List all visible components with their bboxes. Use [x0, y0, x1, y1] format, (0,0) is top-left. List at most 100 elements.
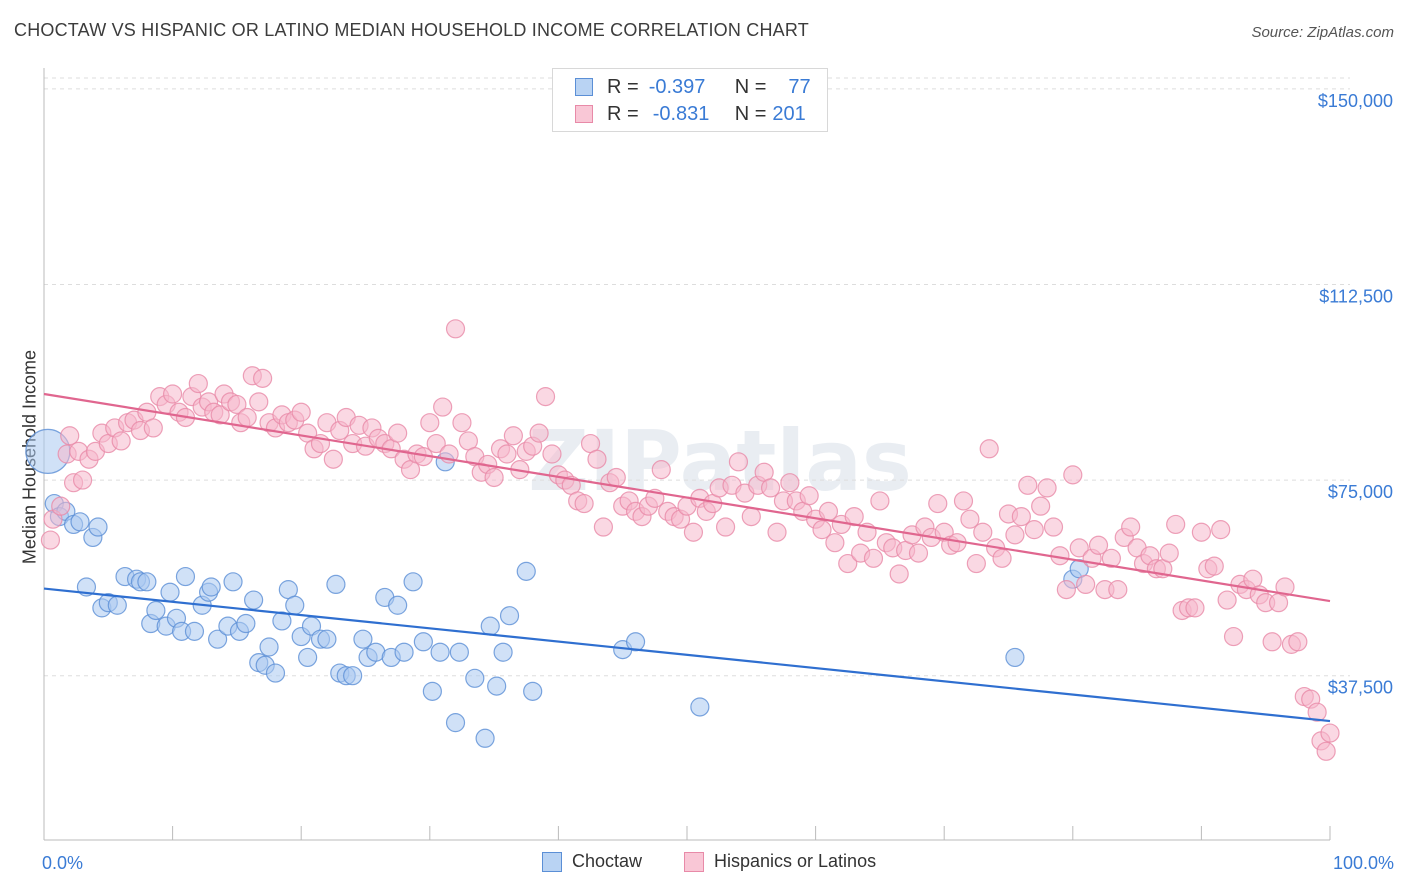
choctaw-point [480, 616, 500, 636]
hispanic-point [760, 478, 781, 498]
hispanic-point [1159, 543, 1179, 563]
hispanic-trend-line [43, 392, 1331, 603]
choctaw-point [1005, 647, 1025, 668]
hispanic-point [812, 520, 832, 540]
hispanic-point [1166, 514, 1186, 535]
hispanic-point [1211, 520, 1231, 540]
hispanic-point [388, 423, 408, 443]
stats-legend: R = -0.397 N = 77 R = -0.831 N = 201 [552, 68, 828, 132]
hispanic-point [1307, 702, 1327, 722]
hispanic-point [741, 506, 761, 527]
hispanic-point [728, 452, 749, 472]
hispanic-point [188, 373, 208, 394]
hispanic-point [445, 319, 466, 339]
choctaw-point [259, 637, 279, 657]
hispanic-point [651, 460, 671, 480]
hispanic-point [966, 553, 986, 574]
x-tick-label-max: 100.0% [1332, 853, 1394, 873]
hispanic-point [1217, 590, 1237, 610]
hispanic-point [529, 423, 549, 443]
choctaw-point [403, 572, 423, 592]
hispanic-point [979, 439, 999, 459]
hispanic-point [51, 496, 71, 516]
hispanic-point [1069, 538, 1089, 558]
hispanic-point [60, 426, 80, 446]
hispanic-point [574, 493, 594, 514]
hispanic-point [503, 426, 523, 446]
choctaw-point [208, 629, 228, 649]
hispanic-point [1005, 525, 1025, 545]
y-tick-label: $112,500 [1319, 286, 1393, 306]
legend-item-hispanic[interactable]: Hispanics or Latinos [684, 851, 876, 872]
choctaw-point [430, 642, 450, 662]
hispanic-point [249, 392, 269, 412]
choctaw-point [146, 600, 166, 621]
hispanic-swatch [575, 105, 593, 123]
hispanic-point [844, 506, 864, 527]
hispanic-point [1185, 598, 1205, 618]
n-label: N = [734, 102, 767, 125]
hispanic-point [715, 517, 736, 537]
hispanic-point [1191, 522, 1212, 542]
hispanic-point [433, 397, 453, 417]
choctaw-point [413, 632, 433, 652]
choctaw-point [175, 566, 196, 587]
y-tick-label: $37,500 [1328, 678, 1393, 698]
hispanic-point [683, 522, 704, 542]
choctaw-point [137, 572, 157, 592]
choctaw-point [326, 574, 346, 595]
hispanic-point [1031, 496, 1051, 516]
hispanic-point [1037, 478, 1057, 498]
source-credit: Source: ZipAtlas.com [1251, 24, 1394, 41]
hispanic-point [953, 491, 974, 511]
hispanic-point [1056, 580, 1076, 600]
legend-label: Hispanics or Latinos [714, 851, 877, 871]
hispanic-point [426, 433, 446, 454]
choctaw-point [353, 629, 373, 649]
hispanic-point [825, 533, 845, 553]
choctaw-point [516, 561, 536, 581]
hispanic-point [1076, 574, 1096, 595]
hispanic-point [484, 467, 504, 488]
hispanic-point [1121, 517, 1141, 537]
choctaw-point [394, 642, 414, 662]
r-value: -0.831 [652, 102, 710, 125]
choctaw-point [244, 590, 264, 610]
hispanic-point [1063, 465, 1083, 485]
series-legend: Choctaw Hispanics or Latinos [0, 851, 1406, 879]
hispanic-point [767, 522, 787, 542]
hispanic-legend-swatch [684, 851, 704, 872]
choctaw-point [388, 595, 408, 615]
legend-item-choctaw[interactable]: Choctaw [542, 851, 642, 872]
y-tick-label: $150,000 [1318, 91, 1393, 111]
choctaw-point [445, 713, 466, 733]
choctaw-point [223, 572, 243, 592]
choctaw-point [88, 517, 108, 537]
hispanic-point [799, 486, 819, 506]
hispanic-point [143, 418, 163, 438]
r-value: -0.397 [648, 75, 706, 98]
hispanic-point [1018, 475, 1038, 495]
hispanic-point [323, 449, 343, 469]
hispanic-point [1320, 723, 1340, 743]
hispanic-point [1223, 626, 1244, 647]
choctaw-point [285, 595, 305, 615]
hispanic-point [838, 553, 858, 574]
n-label: N = [734, 75, 767, 98]
choctaw-point [690, 697, 710, 717]
hispanic-point [1262, 632, 1282, 652]
hispanic-point [593, 517, 614, 537]
hispanic-point [40, 530, 61, 550]
hispanic-point [1024, 520, 1044, 540]
hispanic-point [889, 564, 909, 584]
hispanic-point [863, 548, 884, 568]
hispanic-point [291, 402, 311, 422]
x-tick-label-min: 0.0% [42, 853, 84, 873]
hispanic-point [72, 470, 93, 490]
choctaw-point [317, 629, 337, 649]
y-tick-label: $75,000 [1328, 482, 1393, 502]
r-label: R = [607, 102, 639, 125]
choctaw-point [201, 577, 221, 597]
choctaw-point [236, 613, 256, 634]
hispanic-point [606, 467, 626, 488]
